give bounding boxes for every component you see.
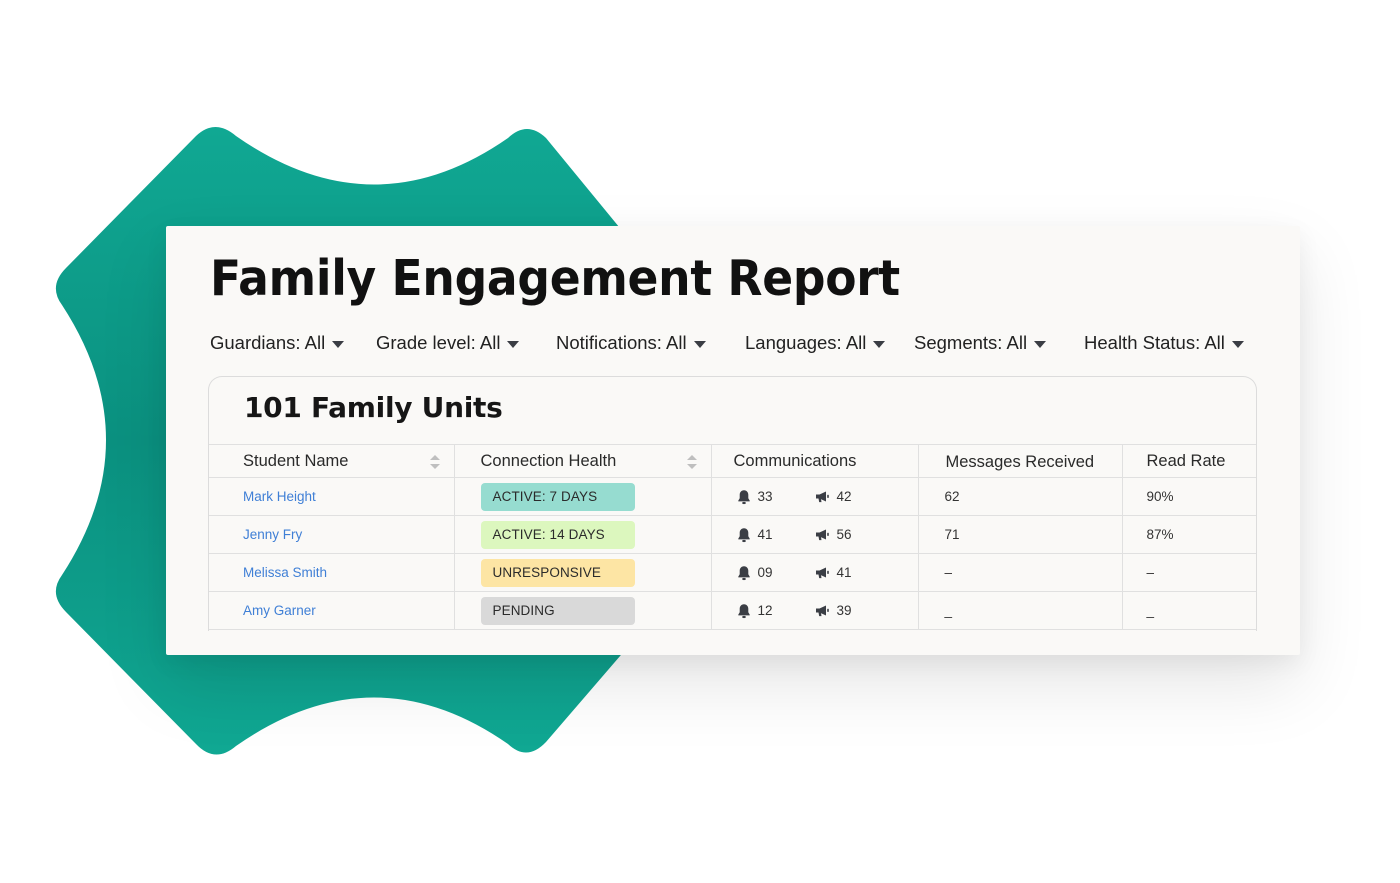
student-name-link[interactable]: Jenny Fry (209, 515, 455, 554)
messages-received-cell: _ (917, 591, 1123, 630)
table-row: Amy Garner PENDING 12 (209, 591, 1256, 630)
table-row: Jenny Fry ACTIVE: 14 DAYS 41 (209, 515, 1256, 554)
column-label: Messages Received (945, 453, 1095, 471)
student-name-link[interactable]: Melissa Smith (209, 553, 455, 592)
announcements-count: 42 (815, 489, 852, 505)
announcements-count: 56 (815, 527, 852, 543)
filter-notifications[interactable]: Notifications: All (556, 332, 745, 354)
caret-down-icon (1231, 341, 1244, 348)
read-rate-cell: 87% (1121, 515, 1256, 554)
column-header-read-rate: Read Rate (1121, 444, 1256, 478)
filter-label: Languages: All (745, 332, 867, 353)
megaphone-icon (815, 567, 829, 578)
connection-health-cell: ACTIVE: 7 DAYS (453, 477, 712, 516)
notifications-count: 41 (736, 527, 773, 543)
notifications-count: 33 (736, 489, 773, 505)
column-header-student-name[interactable]: Student Name (209, 444, 455, 478)
notifications-count: 12 (736, 603, 773, 619)
column-label: Read Rate (1146, 451, 1226, 470)
bell-icon (737, 603, 750, 618)
table-title: 101 Family Units (244, 391, 503, 424)
connection-health-cell: ACTIVE: 14 DAYS (453, 515, 712, 554)
bell-icon (737, 565, 750, 580)
read-rate-cell: – (1121, 553, 1256, 592)
filter-segments[interactable]: Segments: All (914, 332, 1084, 354)
report-card: Family Engagement Report Guardians: All … (166, 226, 1300, 655)
connection-health-cell: PENDING (453, 591, 712, 630)
filter-label: Segments: All (914, 332, 1028, 353)
student-name-link[interactable]: Mark Height (209, 477, 455, 516)
messages-received-cell: – (917, 553, 1123, 592)
caret-down-icon (507, 341, 520, 348)
column-header-communications: Communications (710, 444, 919, 478)
filter-label: Health Status: All (1084, 332, 1225, 353)
announcements-count: 39 (815, 603, 852, 619)
status-badge: ACTIVE: 14 DAYS (480, 520, 635, 549)
megaphone-icon (815, 491, 829, 502)
family-units-table: Student Name Connection Health Communica… (209, 444, 1256, 630)
table-row: Mark Height ACTIVE: 7 DAYS 33 (209, 477, 1256, 516)
page-title: Family Engagement Report (210, 250, 900, 307)
caret-down-icon (332, 341, 345, 348)
read-rate-cell: _ (1121, 591, 1256, 630)
student-name-link[interactable]: Amy Garner (209, 591, 455, 630)
column-header-messages-received: Messages Received (917, 444, 1123, 478)
filter-label: Grade level: All (376, 332, 501, 353)
sort-icon[interactable] (686, 455, 697, 469)
caret-down-icon (1034, 341, 1047, 348)
column-label: Communications (733, 451, 857, 470)
table-row: Melissa Smith UNRESPONSIVE 09 (209, 553, 1256, 592)
filter-health-status[interactable]: Health Status: All (1084, 332, 1244, 354)
communications-cell: 09 41 (710, 553, 919, 592)
status-badge: PENDING (480, 596, 635, 625)
column-label: Connection Health (480, 451, 617, 470)
filter-grade-level[interactable]: Grade level: All (376, 332, 556, 354)
filter-label: Notifications: All (556, 332, 687, 353)
caret-down-icon (693, 341, 706, 348)
sort-icon[interactable] (429, 455, 440, 469)
bell-icon (737, 527, 750, 542)
column-header-connection-health[interactable]: Connection Health (453, 444, 712, 478)
filter-guardians[interactable]: Guardians: All (210, 332, 376, 354)
communications-cell: 41 56 (710, 515, 919, 554)
megaphone-icon (815, 605, 829, 616)
column-label: Student Name (243, 451, 349, 470)
messages-received-cell: 62 (917, 477, 1123, 516)
status-badge: ACTIVE: 7 DAYS (480, 482, 635, 511)
filter-bar: Guardians: All Grade level: All Notifica… (210, 332, 1244, 354)
messages-received-cell: 71 (917, 515, 1123, 554)
bell-icon (737, 489, 750, 504)
communications-cell: 33 42 (710, 477, 919, 516)
connection-health-cell: UNRESPONSIVE (453, 553, 712, 592)
table-header-row: Student Name Connection Health Communica… (209, 444, 1256, 478)
read-rate-cell: 90% (1121, 477, 1256, 516)
filter-languages[interactable]: Languages: All (745, 332, 914, 354)
filter-label: Guardians: All (210, 332, 326, 353)
notifications-count: 09 (736, 565, 773, 581)
family-units-table-panel: 101 Family Units Student Name Connection… (208, 376, 1257, 631)
status-badge: UNRESPONSIVE (480, 558, 635, 587)
megaphone-icon (815, 529, 829, 540)
communications-cell: 12 39 (710, 591, 919, 630)
caret-down-icon (873, 341, 886, 348)
announcements-count: 41 (815, 565, 852, 581)
